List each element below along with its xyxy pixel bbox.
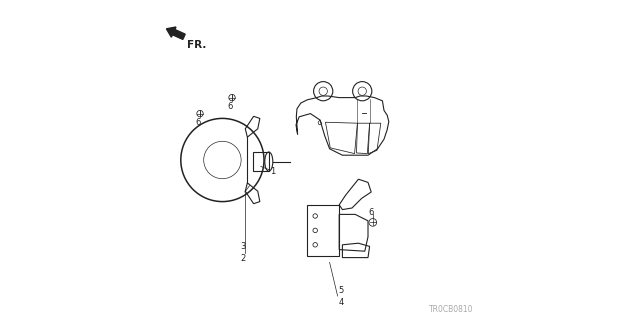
Text: 6: 6 — [196, 118, 201, 127]
Text: 3: 3 — [241, 242, 246, 251]
Text: FR.: FR. — [187, 40, 206, 50]
Text: 1: 1 — [270, 167, 276, 176]
Bar — [307, 205, 339, 256]
Text: 6: 6 — [369, 208, 374, 217]
Text: 6: 6 — [228, 102, 233, 111]
Text: 4: 4 — [339, 298, 344, 307]
Text: 5: 5 — [339, 286, 344, 295]
Bar — [253, 152, 269, 171]
FancyArrow shape — [166, 27, 185, 39]
Text: TR0CB0810: TR0CB0810 — [429, 305, 474, 314]
Text: 2: 2 — [241, 254, 246, 263]
